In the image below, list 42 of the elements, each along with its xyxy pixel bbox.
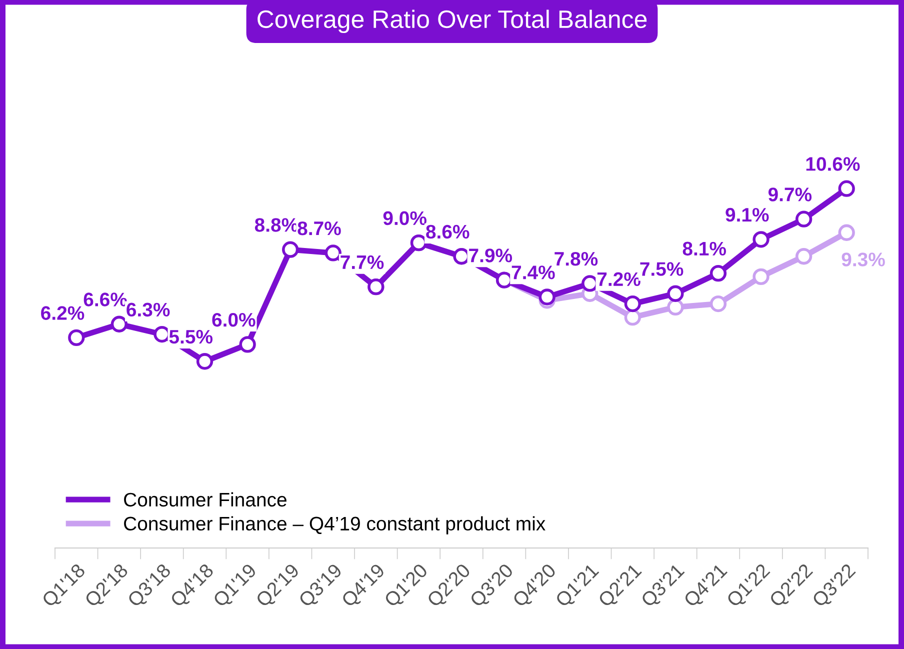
point (838, 180, 855, 197)
data-label: 9.3% (842, 252, 885, 266)
point (282, 241, 299, 258)
data-label: 8.8% (254, 218, 298, 232)
point (110, 316, 128, 332)
data-label: 8.7% (298, 221, 341, 236)
data-label: 7.7% (340, 255, 384, 270)
data-label: 8.6% (426, 224, 470, 239)
data-label: 10.6% (806, 157, 860, 171)
data-label: 7.8% (554, 252, 598, 266)
point (710, 264, 727, 282)
data-label: 7.9% (469, 248, 512, 262)
data-label: 8.1% (682, 242, 726, 256)
data-label: 7.4% (512, 266, 555, 280)
data-label: 6.2% (41, 306, 84, 320)
data-label: 9.7% (768, 188, 812, 202)
point (538, 288, 556, 306)
data-label: 6.0% (212, 312, 256, 327)
point (624, 309, 641, 326)
data-label: 7.5% (640, 262, 684, 276)
point (795, 210, 812, 228)
point (324, 244, 342, 262)
point (68, 329, 85, 346)
point (667, 285, 684, 302)
point (752, 231, 770, 248)
legend-label: Consumer Finance (124, 492, 286, 507)
point (624, 295, 641, 312)
point (667, 298, 684, 316)
point (838, 224, 855, 241)
point (795, 248, 812, 265)
data-label: 7.2% (597, 272, 640, 286)
data-label: 6.6% (84, 292, 127, 306)
legend-label: Consumer Finance – Q4’19 constant product mix (124, 516, 546, 534)
data-label: 6.3% (126, 302, 170, 317)
point (239, 336, 256, 353)
chart-title: Coverage Ratio Over Total Balance (258, 10, 647, 34)
point (710, 295, 727, 312)
data-label: 9.0% (383, 211, 426, 226)
data-label: 9.1% (726, 208, 769, 222)
point (196, 353, 214, 370)
point (752, 268, 770, 286)
data-label: 5.5% (169, 330, 213, 344)
